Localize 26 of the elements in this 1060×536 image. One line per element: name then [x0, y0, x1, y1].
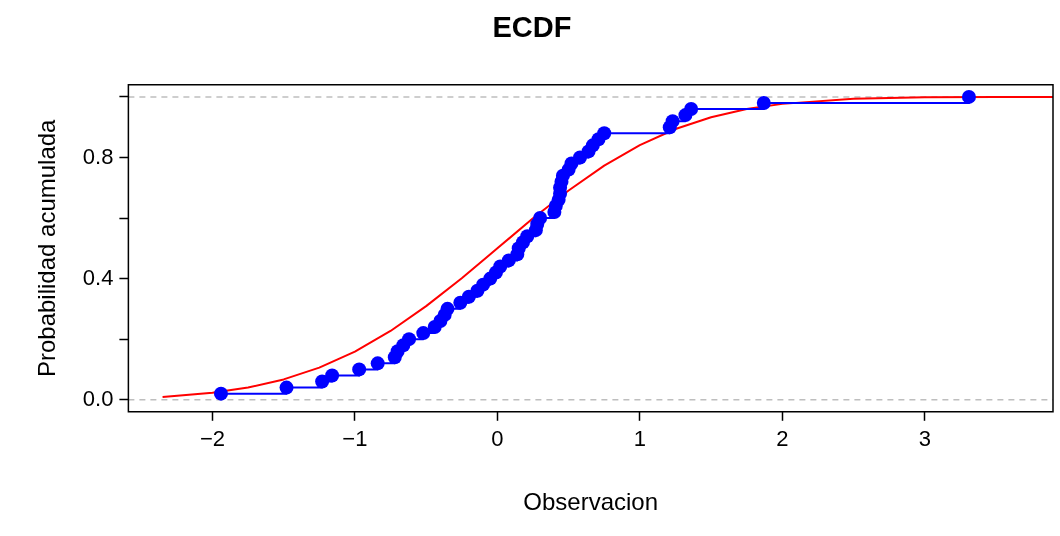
point — [325, 368, 340, 383]
y-tick-label: 0.4 — [82, 264, 114, 290]
point — [597, 126, 612, 141]
chart-title: ECDF — [492, 11, 572, 44]
point — [756, 95, 771, 110]
x-tick-label: −1 — [342, 426, 368, 452]
point — [533, 211, 548, 226]
point — [961, 89, 976, 104]
y-tick-label: 0.0 — [82, 385, 114, 411]
point — [352, 362, 367, 377]
x-axis-title: Observacion — [523, 488, 659, 516]
x-tick-label: −2 — [199, 426, 225, 452]
y-axis-title: Probabilidad acumulada — [33, 118, 61, 378]
point — [402, 332, 417, 347]
point — [665, 114, 680, 129]
y-tick-label: 0.8 — [82, 143, 114, 169]
x-tick-label: 0 — [491, 426, 504, 452]
point — [440, 301, 455, 316]
point — [416, 326, 431, 341]
point — [213, 386, 228, 401]
x-tick-label: 3 — [918, 426, 931, 452]
point — [370, 356, 385, 371]
x-tick-label: 2 — [776, 426, 789, 452]
point — [279, 380, 294, 395]
x-tick-label: 1 — [633, 426, 646, 452]
point — [684, 102, 699, 117]
